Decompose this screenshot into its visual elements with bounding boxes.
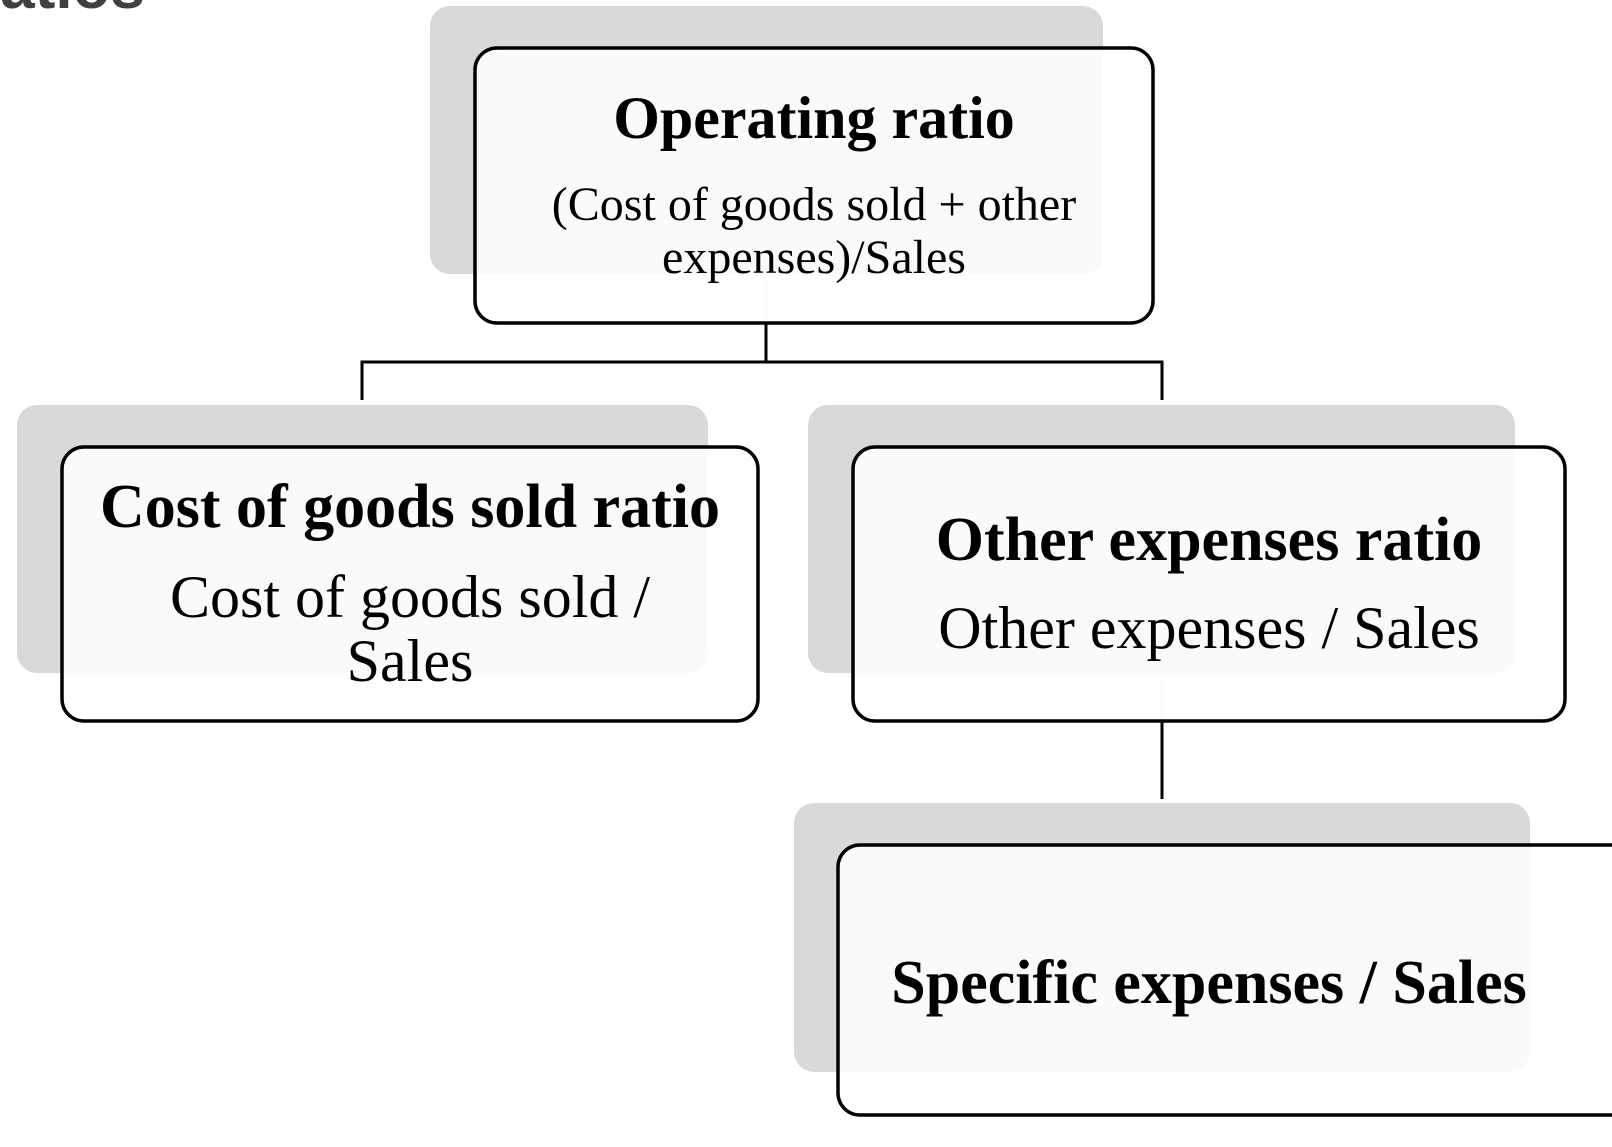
slide-title: Ratios [0, 0, 145, 22]
node-formula: Other expenses / Sales [938, 595, 1480, 661]
node-formula: Cost of goods sold / [170, 564, 650, 630]
node-box [60, 445, 760, 723]
connector [360, 323, 1164, 400]
node-formula: expenses)/Sales [662, 231, 966, 284]
node-title: Operating ratio [613, 85, 1015, 151]
node-box [851, 445, 1567, 723]
node-formula: Sales [347, 628, 474, 694]
node-box [473, 46, 1155, 325]
node-box [836, 843, 1612, 1117]
node-title: Other expenses ratio [936, 506, 1482, 574]
node-title: Specific expenses / Sales [891, 949, 1526, 1017]
node-title: Cost of goods sold ratio [100, 473, 720, 541]
node-formula: (Cost of goods sold + other [552, 178, 1076, 231]
